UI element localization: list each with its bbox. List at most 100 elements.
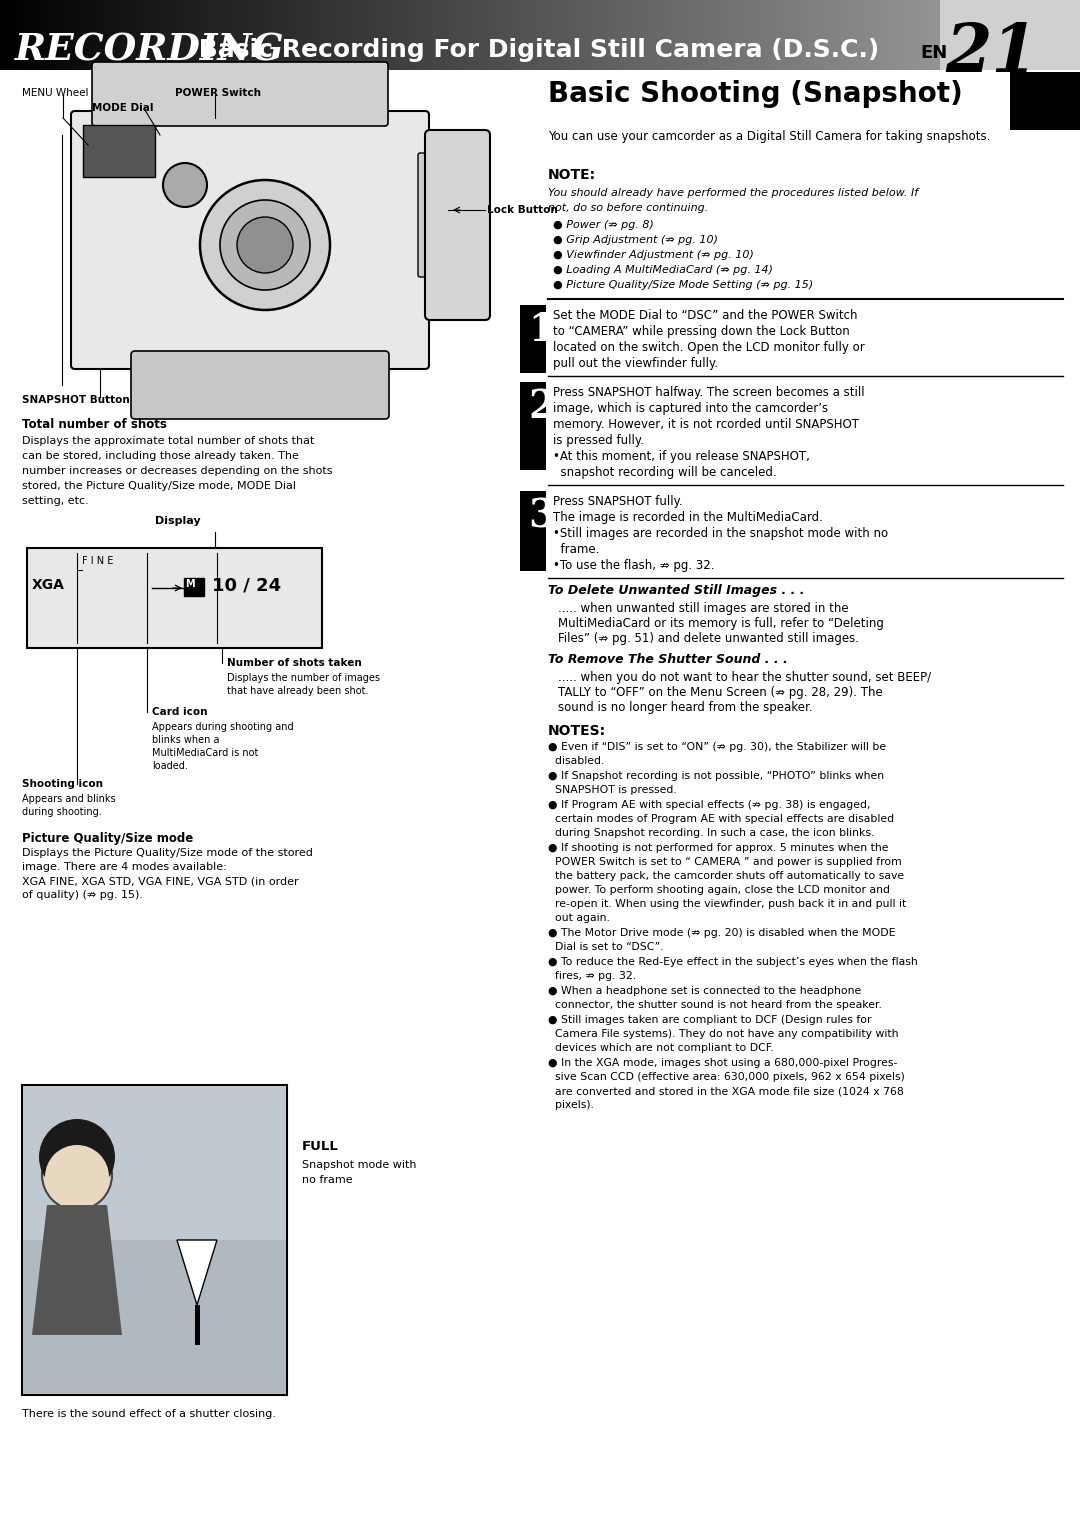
Text: •Still images are recorded in the snapshot mode with no: •Still images are recorded in the snapsh…	[553, 527, 888, 540]
Circle shape	[163, 162, 207, 207]
Bar	[244, 0, 252, 71]
Bar	[934, 0, 941, 71]
Text: sive Scan CCD (effective area: 630,000 pixels, 962 x 654 pixels): sive Scan CCD (effective area: 630,000 p…	[548, 1072, 905, 1082]
Bar	[765, 0, 771, 71]
Text: The image is recorded in the MultiMediaCard.: The image is recorded in the MultiMediaC…	[553, 510, 823, 524]
Bar	[376, 0, 382, 71]
Text: pull out the viewfinder fully.: pull out the viewfinder fully.	[553, 357, 718, 369]
Text: power. To perform shooting again, close the LCD monitor and: power. To perform shooting again, close …	[548, 885, 890, 895]
Bar	[476, 0, 483, 71]
Text: Snapshot mode with: Snapshot mode with	[302, 1160, 417, 1170]
Text: image, which is captured into the camcorder’s: image, which is captured into the camcor…	[553, 402, 828, 415]
Bar	[18, 0, 26, 71]
Bar	[420, 0, 427, 71]
Bar	[714, 0, 721, 71]
Text: MultiMediaCard is not: MultiMediaCard is not	[152, 748, 258, 757]
Text: sound is no longer heard from the speaker.: sound is no longer heard from the speake…	[558, 701, 812, 714]
Bar	[802, 0, 809, 71]
Text: devices which are not compliant to DCF.: devices which are not compliant to DCF.	[548, 1042, 773, 1053]
Bar	[595, 0, 603, 71]
Bar	[357, 0, 364, 71]
Text: Files” (⇏ pg. 51) and delete unwanted still images.: Files” (⇏ pg. 51) and delete unwanted st…	[558, 632, 859, 645]
Bar	[470, 0, 476, 71]
Text: is pressed fully.: is pressed fully.	[553, 434, 644, 448]
Bar	[31, 0, 38, 71]
Text: To Delete Unwanted Still Images . . .: To Delete Unwanted Still Images . . .	[548, 584, 805, 596]
Bar	[771, 0, 778, 71]
Bar	[432, 0, 440, 71]
Bar	[232, 0, 239, 71]
Text: ● Still images taken are compliant to DCF (Design rules for: ● Still images taken are compliant to DC…	[548, 1015, 872, 1026]
Bar	[532, 0, 539, 71]
Bar	[733, 0, 740, 71]
Bar	[720, 0, 728, 71]
Text: setting, etc.: setting, etc.	[22, 497, 89, 506]
Bar	[834, 0, 840, 71]
Text: There is the sound effect of a shutter closing.: There is the sound effect of a shutter c…	[22, 1409, 276, 1420]
Text: •At this moment, if you release SNAPSHOT,: •At this moment, if you release SNAPSHOT…	[553, 451, 810, 463]
Bar	[940, 0, 1080, 71]
Bar	[288, 0, 295, 71]
Bar	[840, 0, 847, 71]
Bar	[651, 0, 659, 71]
Text: SNAPSHOT Button: SNAPSHOT Button	[22, 396, 130, 405]
Bar	[683, 0, 690, 71]
Bar	[270, 0, 276, 71]
Circle shape	[200, 179, 330, 310]
Bar	[345, 0, 351, 71]
Text: Picture Quality/Size mode: Picture Quality/Size mode	[22, 832, 193, 845]
Bar	[275, 0, 283, 71]
Bar	[195, 1305, 200, 1344]
Bar	[633, 0, 639, 71]
Text: Camera File systems). They do not have any compatibility with: Camera File systems). They do not have a…	[548, 1029, 899, 1039]
Bar	[677, 0, 684, 71]
Bar	[27, 547, 322, 648]
Text: ● If Snapshot recording is not possible, “PHOTO” blinks when: ● If Snapshot recording is not possible,…	[548, 771, 885, 780]
Bar	[181, 0, 189, 71]
Bar	[552, 0, 558, 71]
Bar	[163, 0, 170, 71]
Bar	[626, 0, 634, 71]
FancyBboxPatch shape	[131, 351, 389, 419]
Bar	[326, 0, 333, 71]
Bar	[577, 0, 583, 71]
Text: ● The Motor Drive mode (⇏ pg. 20) is disabled when the MODE: ● The Motor Drive mode (⇏ pg. 20) is dis…	[548, 927, 895, 938]
Bar	[896, 0, 903, 71]
Bar	[188, 0, 194, 71]
Text: Displays the Picture Quality/Size mode of the stored: Displays the Picture Quality/Size mode o…	[22, 848, 313, 858]
Bar	[112, 0, 120, 71]
Bar	[752, 0, 759, 71]
Text: NOTES:: NOTES:	[548, 724, 606, 737]
Bar	[13, 0, 19, 71]
Bar	[144, 0, 151, 71]
Bar	[175, 0, 183, 71]
Text: 1: 1	[528, 311, 555, 350]
Bar	[194, 0, 201, 71]
Text: Press SNAPSHOT halfway. The screen becomes a still: Press SNAPSHOT halfway. The screen becom…	[553, 386, 865, 399]
Bar	[865, 0, 872, 71]
Bar	[696, 0, 702, 71]
Bar	[727, 0, 733, 71]
Text: FULL: FULL	[302, 1141, 339, 1153]
Text: stored, the Picture Quality/Size mode, MODE Dial: stored, the Picture Quality/Size mode, M…	[22, 481, 296, 491]
Text: SNAPSHOT is pressed.: SNAPSHOT is pressed.	[548, 785, 677, 796]
Bar	[608, 0, 615, 71]
Bar	[903, 0, 909, 71]
Bar	[890, 0, 896, 71]
Text: Display: Display	[156, 517, 201, 526]
Bar	[702, 0, 708, 71]
Text: Shooting icon: Shooting icon	[22, 779, 103, 789]
Bar	[646, 0, 652, 71]
Text: pixels).: pixels).	[548, 1101, 594, 1110]
Bar	[184, 578, 204, 596]
Bar	[778, 0, 784, 71]
Bar	[521, 0, 527, 71]
Text: RECORDING: RECORDING	[15, 32, 285, 69]
Bar	[557, 0, 565, 71]
Text: MENU Wheel: MENU Wheel	[22, 87, 89, 98]
Bar	[1010, 72, 1080, 130]
Bar	[213, 0, 220, 71]
Bar	[301, 0, 308, 71]
Circle shape	[237, 218, 293, 273]
Text: F I N E: F I N E	[82, 556, 113, 566]
